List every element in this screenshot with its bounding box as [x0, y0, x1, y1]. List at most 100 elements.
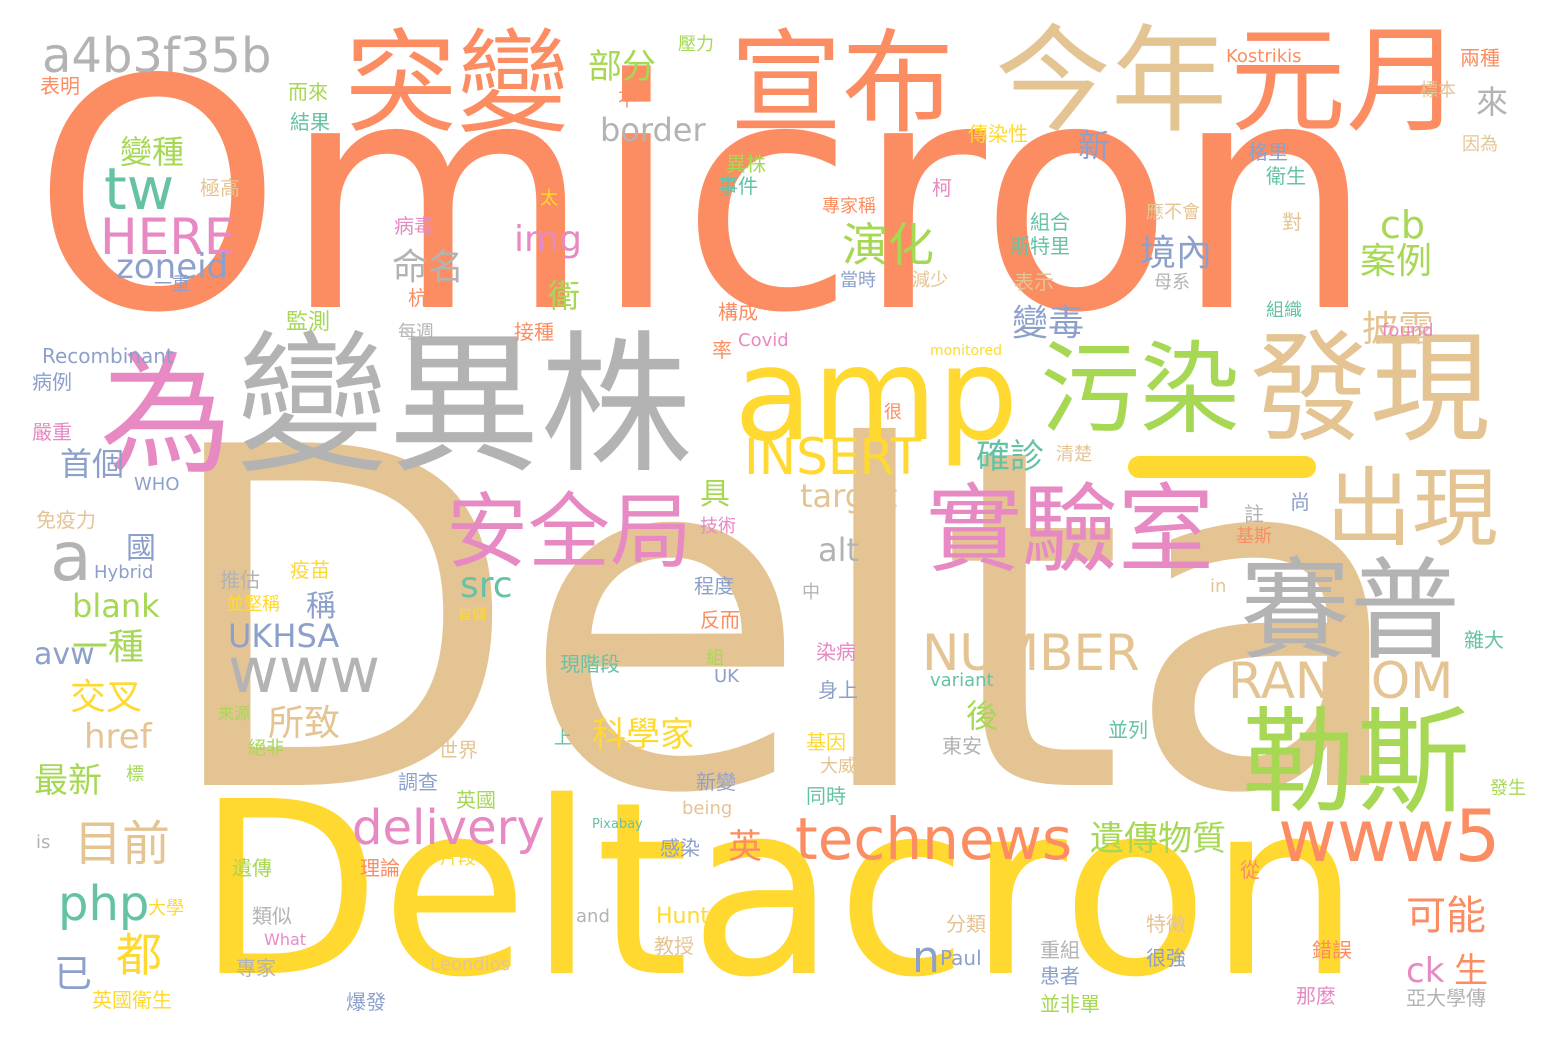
word-estimate: 推估 [220, 568, 260, 592]
word-all: 都 [116, 928, 162, 982]
word-le-si: 勒斯 [1242, 696, 1471, 829]
word-strong: 很強 [1146, 946, 1186, 970]
word-dongan: 東安 [942, 734, 982, 758]
word-occur: 發生 [1490, 778, 1526, 799]
word-vaccine: 疫苗 [290, 558, 330, 582]
word-january: 元月 [1230, 14, 1462, 149]
word-href: href [84, 717, 152, 757]
word-alongside: 並列 [1108, 718, 1148, 742]
word-variant-toxin: 變毒 [1012, 303, 1085, 344]
word-avw: avw [34, 637, 95, 672]
word-show: 表示 [1014, 270, 1054, 294]
word-amp: amp [734, 321, 1019, 470]
word-greek: 格里 [1248, 140, 1288, 164]
word-possible: 可能 [1406, 893, 1486, 939]
word-maternal: 母系 [1154, 272, 1190, 293]
word-currently: 目前 [74, 816, 171, 872]
word-disclose: 披露 [1362, 309, 1435, 350]
word-php: php [58, 876, 150, 932]
word-appear: 出現 [1326, 459, 1498, 559]
word-note: 註 [1244, 502, 1264, 526]
word-announce: 宣布 [730, 19, 954, 149]
word-variety: 變種 [120, 133, 185, 171]
word-virus: 病毒 [394, 214, 434, 238]
word-cases-small: 病例 [32, 370, 72, 394]
word-very-high: 極高 [200, 176, 240, 200]
word-kis: 基斯 [1236, 526, 1272, 547]
word-what: What [264, 930, 307, 949]
word-asia-univ: 亞大學傳 [1406, 986, 1486, 1010]
word-at-the-time: 當時 [840, 270, 876, 291]
word-part: 部分 [588, 47, 656, 87]
word-pollution: 污染 [1040, 331, 1240, 448]
word-security-bureau: 安全局 [446, 485, 693, 580]
word-clear: 清楚 [1056, 444, 1092, 465]
word-variant: variant [930, 670, 994, 691]
word-insert: INSERT [744, 428, 922, 486]
word-and: and [576, 906, 610, 927]
word-random: RANDOM [1228, 652, 1454, 710]
word-border: border [600, 111, 706, 149]
word-deltacron: Deltacron [196, 750, 1361, 1030]
word-first: 首個 [60, 445, 125, 483]
word-blank: blank [72, 587, 160, 625]
word-severe: 嚴重 [32, 420, 72, 444]
word-caused-by: 所致 [268, 703, 341, 744]
word-not: 不 [618, 90, 636, 111]
word-degree: 程度 [694, 574, 734, 598]
word-src: src [460, 565, 513, 606]
word-cyprus: 賽普 [1240, 547, 1460, 675]
word-paul: Paul [940, 946, 982, 970]
word-n: n [912, 932, 940, 983]
word-hybrid: Hybrid [94, 562, 154, 583]
word-cases: 案例 [1360, 241, 1433, 282]
word-body: 身上 [818, 678, 858, 702]
word-ukhsa: UKHSA [228, 617, 340, 655]
word-zoneid: zoneid [116, 247, 229, 287]
word-weekly: 每週 [398, 322, 434, 343]
word-result: 結果 [290, 110, 330, 134]
word-technews: technews [795, 805, 1073, 873]
word-target: target [800, 477, 898, 515]
word-compose: 構成 [718, 300, 758, 324]
word-britain: 英國 [456, 788, 496, 812]
word-genetic-material: 遺傳物質 [1090, 819, 1226, 859]
word-covid: Covid [738, 330, 789, 351]
word-recombinant: Recombinant [42, 344, 174, 368]
word-sheng: 生 [1454, 951, 1488, 991]
word-ying: 英 [728, 827, 762, 867]
word-discover: 發現 [1250, 320, 1490, 459]
word-instead: 反而 [700, 608, 740, 632]
word-have: 具 [700, 477, 730, 512]
word-should-not: 應不會 [1146, 202, 1200, 223]
word-professor: 教授 [654, 934, 694, 958]
word-mutation: 突變 [345, 19, 569, 149]
word-uk-health: 英國衛生 [92, 988, 172, 1012]
word-infected: 染病 [816, 640, 856, 664]
word-here: HERE [100, 208, 236, 266]
word-sample: 標本 [1420, 80, 1456, 101]
word-against: 對 [1282, 210, 1302, 234]
word-leondios: Leondios [430, 954, 511, 975]
word-first-small: 首個 [458, 607, 486, 623]
word-delivery: delivery [352, 800, 545, 856]
word-ke: 柯 [932, 176, 952, 200]
word-a: a [50, 518, 92, 597]
word-who: WHO [134, 474, 180, 495]
word-dawei: 大威 [820, 756, 856, 777]
word-is: is [36, 832, 51, 853]
word-uk: UK [714, 666, 739, 687]
word-tech: 技術 [700, 516, 736, 537]
word-health: 衛生 [1266, 164, 1306, 188]
word-too: 太 [540, 188, 558, 209]
word-ck: ck [1406, 951, 1445, 991]
word-error: 錯誤 [1312, 938, 1352, 962]
word-country: 國 [126, 531, 156, 566]
word-two-kinds: 兩種 [1460, 46, 1500, 70]
word-complex: 雜大 [1464, 628, 1504, 652]
word-derived: 而來 [288, 80, 328, 104]
word-classification: 分類 [946, 912, 986, 936]
word-up: 上 [554, 728, 572, 749]
word-called: 稱 [306, 589, 336, 624]
